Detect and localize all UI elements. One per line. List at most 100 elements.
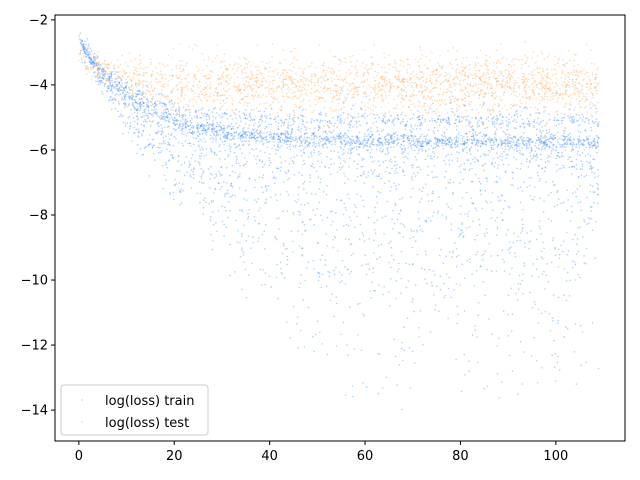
- scatter-point: [276, 238, 278, 241]
- scatter-point: [196, 116, 198, 119]
- scatter-point: [212, 60, 214, 63]
- scatter-point: [258, 159, 261, 161]
- scatter-point: [533, 155, 535, 158]
- scatter-point: [109, 81, 111, 84]
- scatter-point: [354, 142, 357, 144]
- scatter-point: [249, 119, 251, 122]
- scatter-point: [335, 91, 337, 93]
- scatter-point: [310, 73, 313, 76]
- scatter-point: [513, 114, 516, 117]
- scatter-point: [266, 141, 268, 144]
- scatter-point: [471, 180, 474, 183]
- scatter-point: [348, 216, 351, 218]
- scatter-point: [125, 102, 127, 105]
- scatter-point: [202, 182, 205, 184]
- scatter-point: [505, 139, 507, 141]
- scatter-point: [387, 139, 390, 142]
- scatter-point: [500, 127, 502, 129]
- scatter-point: [265, 135, 268, 137]
- scatter-point: [481, 142, 484, 144]
- scatter-point: [251, 73, 254, 76]
- scatter-point: [552, 149, 555, 151]
- scatter-point: [553, 119, 556, 121]
- scatter-point: [277, 101, 280, 104]
- scatter-point: [340, 141, 343, 143]
- scatter-point: [342, 165, 344, 167]
- scatter-point: [516, 150, 518, 152]
- scatter-point: [390, 137, 392, 140]
- scatter-point: [216, 112, 218, 114]
- scatter-point: [388, 180, 391, 182]
- scatter-point: [147, 105, 150, 108]
- scatter-point: [377, 175, 380, 177]
- scatter-point: [285, 137, 287, 140]
- scatter-point: [558, 155, 560, 158]
- scatter-point: [481, 65, 483, 67]
- scatter-point: [504, 148, 507, 151]
- scatter-point: [132, 105, 135, 107]
- scatter-point: [428, 268, 431, 271]
- scatter-point: [208, 123, 211, 125]
- scatter-point: [551, 138, 554, 141]
- scatter-point: [286, 321, 288, 323]
- scatter-point: [353, 146, 356, 149]
- scatter-point: [335, 296, 338, 298]
- scatter-point: [564, 77, 567, 79]
- scatter-point: [223, 127, 225, 130]
- scatter-point: [387, 141, 390, 144]
- scatter-point: [373, 239, 375, 242]
- scatter-point: [250, 76, 253, 78]
- scatter-point: [282, 132, 285, 135]
- scatter-point: [288, 177, 290, 180]
- scatter-point: [445, 187, 447, 189]
- scatter-point: [164, 108, 167, 110]
- scatter-point: [532, 51, 535, 53]
- scatter-point: [597, 144, 599, 147]
- scatter-point: [269, 66, 272, 69]
- scatter-point: [214, 130, 217, 133]
- scatter-point: [312, 149, 315, 151]
- scatter-point: [403, 133, 406, 136]
- scatter-point: [359, 142, 362, 145]
- scatter-point: [583, 218, 585, 221]
- scatter-point: [424, 250, 427, 253]
- scatter-point: [522, 351, 525, 353]
- scatter-point: [215, 125, 218, 128]
- scatter-point: [555, 157, 557, 160]
- scatter-point: [483, 232, 486, 235]
- scatter-point: [417, 149, 420, 152]
- scatter-point: [330, 163, 332, 166]
- scatter-point: [242, 77, 245, 80]
- scatter-point: [377, 140, 380, 143]
- scatter-point: [315, 96, 318, 98]
- scatter-point: [529, 96, 531, 98]
- scatter-point: [586, 137, 588, 140]
- scatter-point: [142, 90, 145, 93]
- scatter-point: [471, 125, 474, 127]
- scatter-point: [277, 141, 280, 144]
- scatter-point: [466, 119, 468, 121]
- scatter-point: [593, 81, 596, 84]
- scatter-point: [164, 120, 166, 122]
- scatter-point: [546, 143, 549, 146]
- scatter-point: [192, 89, 194, 92]
- scatter-point: [583, 144, 585, 146]
- scatter-point: [262, 137, 264, 140]
- scatter-point: [130, 59, 133, 62]
- scatter-point: [211, 141, 214, 143]
- scatter-point: [192, 127, 195, 129]
- scatter-point: [478, 139, 480, 142]
- scatter-point: [265, 115, 268, 118]
- scatter-point: [399, 64, 401, 66]
- scatter-point: [455, 139, 458, 142]
- scatter-point: [226, 97, 229, 99]
- scatter-point: [338, 63, 341, 65]
- scatter-point: [251, 72, 253, 74]
- scatter-point: [569, 156, 572, 159]
- scatter-point: [107, 85, 109, 87]
- scatter-point: [135, 102, 138, 104]
- scatter-point: [241, 210, 244, 213]
- scatter-point: [265, 136, 268, 139]
- scatter-point: [111, 80, 113, 82]
- scatter-point: [152, 103, 154, 106]
